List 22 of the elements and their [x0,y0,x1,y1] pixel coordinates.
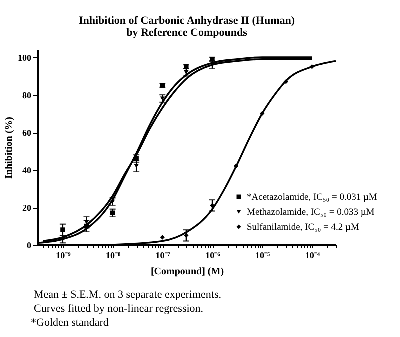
legend-label: *Acetazolamide, IC₅₀ = 0.031 µM [247,193,378,203]
text: Mean ± S.E.M. on 3 separate experiments. [34,289,222,301]
y-tick-label: 100 [18,53,32,63]
text: *Golden standard [31,317,110,329]
x-tick-label: 10⁻⁵ [256,250,271,260]
x-tick-label: 10⁻⁶ [206,250,221,260]
text: Curves fitted by non-linear regression. [34,303,204,315]
y-tick-label: 80 [22,90,32,100]
legend-label: Sulfanilamide, IC₅₀ = 4.2 µM [247,223,360,233]
x-tick-label: 10⁻⁴ [305,250,320,260]
x-tick-label: 10⁻⁸ [106,250,121,260]
y-tick-label: 0 [27,240,32,250]
chart-subtitle: by Reference Compounds [126,27,248,39]
y-tick-label: 40 [22,166,32,176]
y-tick-label: 60 [22,128,32,138]
legend-label: Methazolamide, IC₅₀ = 0.033 µM [247,208,376,218]
x-axis-title: [Compound] (M) [150,266,224,278]
y-axis-title: Inhibition (%) [4,117,15,179]
x-tick-label: 10⁻⁷ [156,250,171,260]
x-tick-label: 10⁻⁹ [56,250,72,260]
y-tick-label: 20 [22,203,32,213]
chart-title: Inhibition of Carbonic Anhydrase II (Human) [78,15,296,27]
